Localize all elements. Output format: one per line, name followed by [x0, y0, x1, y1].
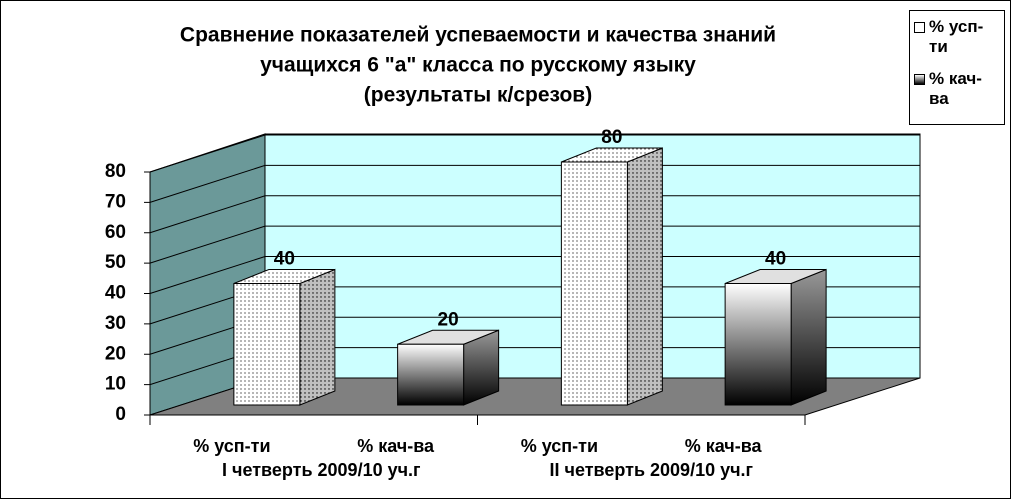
bar — [724, 283, 792, 406]
y-tick-label: 80 — [105, 161, 126, 182]
y-tick-label: 0 — [115, 404, 126, 425]
y-tick-label: 20 — [105, 343, 126, 364]
legend-swatch — [914, 74, 925, 85]
grid-line — [149, 225, 920, 264]
y-tick-label: 60 — [105, 222, 126, 243]
grid-line — [149, 134, 920, 173]
data-label: 40 — [765, 249, 786, 270]
legend: % усп-ти % кач-ва — [909, 10, 1005, 125]
chart-title: (результаты к/срезов) — [364, 84, 592, 107]
y-tick-label: 50 — [105, 252, 126, 273]
bar — [560, 161, 628, 406]
data-label: 80 — [601, 127, 622, 148]
y-tick-label: 70 — [105, 191, 126, 212]
bar-side — [299, 268, 336, 406]
legend-text: % усп-ти — [929, 17, 984, 56]
data-label: 40 — [274, 249, 295, 270]
bar-side — [790, 268, 827, 406]
x-tick-label: % усп-ти — [193, 436, 270, 456]
x-tick-label: % кач-ва — [685, 436, 763, 456]
bar — [233, 283, 301, 406]
legend-item: % усп-ти — [914, 17, 1000, 57]
x-group-label: I четверть 2009/10 уч.г — [222, 460, 421, 480]
legend-text: % кач-ва — [929, 69, 982, 108]
y-tick-label: 40 — [105, 283, 126, 304]
y-tick-label: 10 — [105, 374, 126, 395]
x-tick-label: % усп-ти — [521, 436, 598, 456]
chart-title: Сравнение показателей успеваемости и кач… — [180, 24, 776, 47]
x-group-label: II четверть 2009/10 уч.г — [550, 460, 754, 480]
grid-line — [149, 164, 920, 203]
chart-title: учащихся 6 "а" класса по русскому языку — [260, 54, 696, 77]
legend-swatch — [914, 22, 925, 33]
legend-item: % кач-ва — [914, 69, 1000, 109]
grid-line — [149, 195, 920, 234]
grid-line — [149, 256, 920, 294]
bar — [397, 343, 465, 406]
data-label: 20 — [438, 309, 459, 330]
y-tick-label: 30 — [105, 313, 126, 334]
bar-side — [626, 147, 663, 406]
x-tick-label: % кач-ва — [357, 436, 435, 456]
